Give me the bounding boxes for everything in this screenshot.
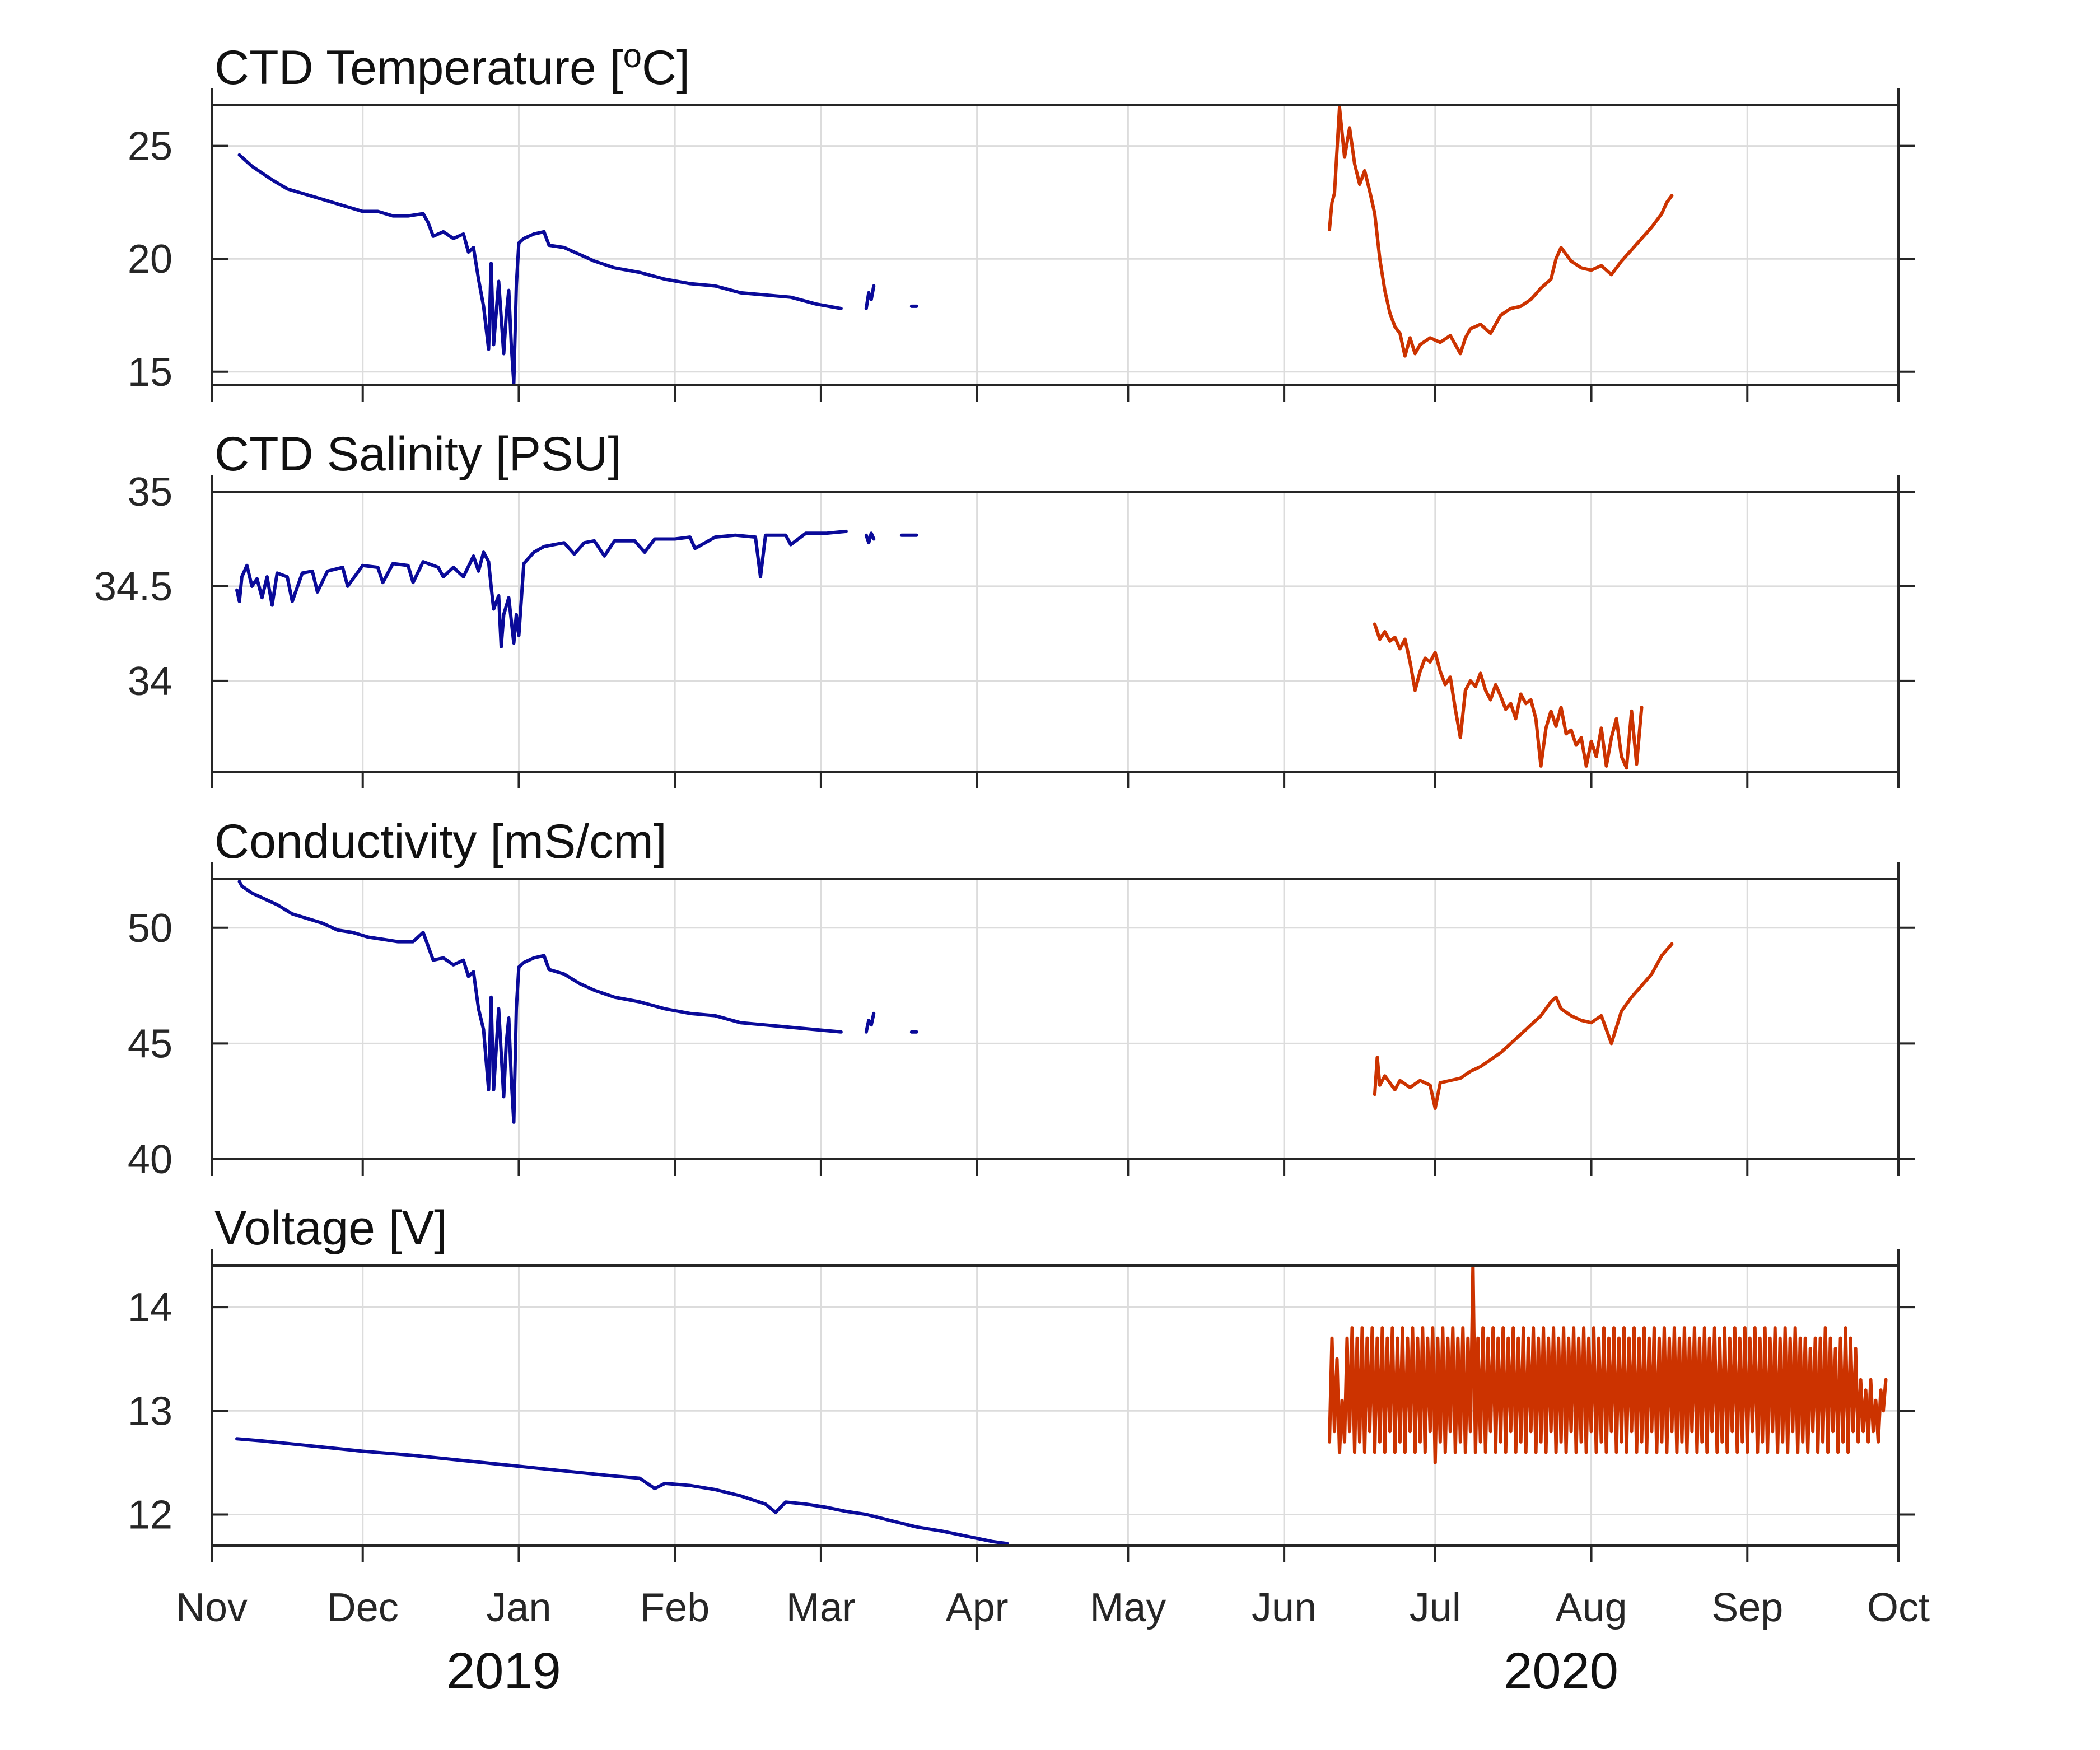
y-tick-label: 34	[128, 659, 172, 704]
series-line-4	[1373, 622, 1644, 770]
x-tick-label: Nov	[176, 1585, 248, 1630]
y-tick-label: 15	[128, 350, 172, 395]
series-line-4	[1328, 106, 1674, 358]
x-tick-label: Jun	[1252, 1585, 1317, 1630]
panel-3: 40 45 50 Conductivity [mS/cm]	[128, 815, 1915, 1182]
x-tick-label: Mar	[786, 1585, 856, 1630]
series-line-1	[235, 1437, 1009, 1546]
x-tick-label: Sep	[1711, 1585, 1783, 1630]
x-tick-label: Feb	[640, 1585, 710, 1630]
series-line-2	[864, 284, 876, 310]
y-tick-label: 14	[128, 1285, 172, 1330]
panel-title: CTD Temperature [oC]	[214, 37, 690, 95]
panel-4: 12 13 14 Voltage [V]	[128, 1201, 1915, 1562]
panel-title: Conductivity [mS/cm]	[214, 815, 667, 869]
x-tick-label: Aug	[1555, 1585, 1627, 1630]
series-line-1	[237, 153, 843, 385]
series-line-2	[864, 531, 876, 545]
series-line-2	[1328, 1264, 1888, 1464]
x-tick-label: Jul	[1410, 1585, 1461, 1630]
panel-2: 34 34.5 35 CTD Salinity [PSU]	[94, 427, 1915, 788]
x-tick-label: Oct	[1867, 1585, 1930, 1630]
y-tick-label: 13	[128, 1389, 172, 1434]
series-line-2	[864, 1011, 876, 1034]
y-tick-label: 25	[128, 124, 172, 169]
y-tick-label: 45	[128, 1021, 172, 1066]
y-tick-label: 35	[128, 470, 172, 515]
y-tick-label: 40	[128, 1137, 172, 1182]
series-line-1	[235, 529, 848, 648]
y-tick-label: 12	[128, 1492, 172, 1537]
year-label: 2019	[446, 1642, 561, 1700]
x-tick-label: Jan	[486, 1585, 551, 1630]
year-label: 2020	[1504, 1642, 1618, 1700]
series-line-4	[1373, 942, 1674, 1110]
x-tick-label: Dec	[327, 1585, 399, 1630]
panel-title: Voltage [V]	[214, 1201, 447, 1255]
series-line-1	[237, 880, 843, 1124]
y-tick-label: 50	[128, 906, 172, 951]
panel-1: 15 20 25 CTD Temperature [oC]	[128, 37, 1915, 402]
x-tick-label: May	[1090, 1585, 1166, 1630]
y-tick-label: 34.5	[94, 564, 172, 609]
y-tick-label: 20	[128, 237, 172, 282]
x-tick-label: Apr	[946, 1585, 1009, 1630]
panel-title: CTD Salinity [PSU]	[214, 427, 621, 481]
